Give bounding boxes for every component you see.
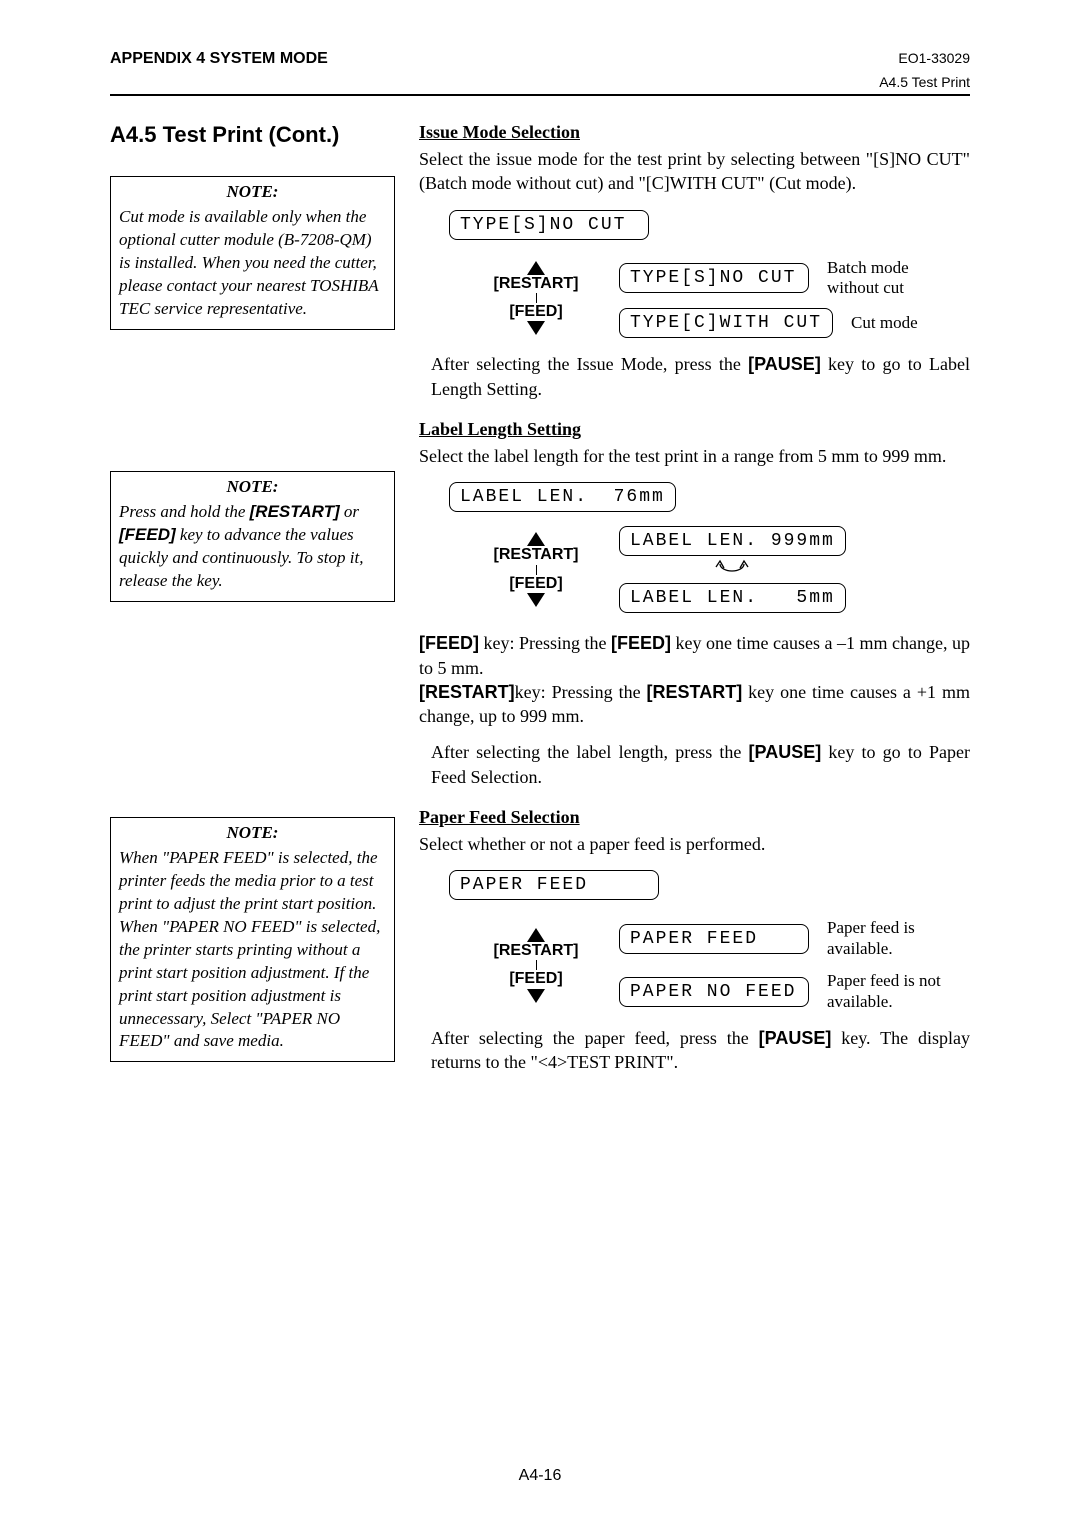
label-after: After selecting the label length, press … <box>431 740 970 789</box>
option-desc: Cut mode <box>851 313 918 333</box>
key-label: [RESTART] <box>419 682 515 702</box>
lcd-display: TYPE[S]NO CUT <box>449 210 649 240</box>
key-label: [FEED] <box>611 633 671 653</box>
lcd-display: PAPER FEED <box>619 924 809 954</box>
text-span: Press and hold the <box>119 502 250 521</box>
lcd-display: LABEL LEN. 999mm <box>619 526 846 556</box>
text-span: After selecting the Issue Mode, press th… <box>431 354 748 374</box>
restart-key-label: [RESTART] <box>493 546 578 564</box>
key-label: [PAUSE] <box>748 354 821 374</box>
triangle-up-icon <box>527 928 545 942</box>
opt-desc-line: without cut <box>827 278 904 297</box>
triangle-up-icon <box>527 261 545 275</box>
page-header: APPENDIX 4 SYSTEM MODE EO1-33029 <box>110 50 970 68</box>
connector-line <box>536 960 537 970</box>
restart-key-desc: [RESTART]key: Pressing the [RESTART] key… <box>419 680 970 729</box>
issue-body: Select the issue mode for the test print… <box>419 147 970 196</box>
text-span: or <box>340 502 359 521</box>
triangle-down-icon <box>527 593 545 607</box>
opt-desc-line: Batch mode <box>827 258 909 277</box>
page-number: A4-16 <box>0 1467 1080 1485</box>
issue-after: After selecting the Issue Mode, press th… <box>431 352 970 401</box>
note-body: When "PAPER FEED" is selected, the print… <box>119 847 386 1053</box>
key-label: [PAUSE] <box>759 1028 832 1048</box>
paper-heading: Paper Feed Selection <box>419 807 970 828</box>
note-box-cut: NOTE: Cut mode is available only when th… <box>110 176 395 330</box>
triangle-up-icon <box>527 532 545 546</box>
lcd-display: LABEL LEN. 76mm <box>449 482 676 512</box>
restart-key-label: [RESTART] <box>493 942 578 960</box>
lcd-display: TYPE[C]WITH CUT <box>619 308 833 338</box>
text-span: key: Pressing the <box>479 633 611 653</box>
option-desc: Paper feed is available. <box>827 918 915 959</box>
row-paper: NOTE: When "PAPER FEED" is selected, the… <box>110 807 970 1074</box>
label-heading: Label Length Setting <box>419 419 970 440</box>
lcd-display: TYPE[S]NO CUT <box>619 263 809 293</box>
key-label: [PAUSE] <box>749 742 822 762</box>
paper-diagram: PAPER FEED [RESTART] [FEED] PAPER FEED P… <box>449 870 970 1012</box>
paper-body: Select whether or not a paper feed is pe… <box>419 832 970 856</box>
triangle-down-icon <box>527 321 545 335</box>
key-label: [RESTART] <box>647 682 743 702</box>
key-label: [FEED] <box>419 633 479 653</box>
feed-key-label: [FEED] <box>509 575 562 593</box>
note-title: NOTE: <box>119 822 386 845</box>
note-body: Press and hold the [RESTART] or [FEED] k… <box>119 501 386 593</box>
text-span: After selecting the paper feed, press th… <box>431 1028 759 1048</box>
text-span: key: Pressing the <box>515 682 647 702</box>
header-divider <box>110 94 970 96</box>
label-diagram: LABEL LEN. 76mm [RESTART] [FEED] LABEL L… <box>449 482 970 613</box>
note-body: Cut mode is available only when the opti… <box>119 206 386 321</box>
feed-key-label: [FEED] <box>509 970 562 988</box>
loop-icon <box>619 558 846 583</box>
lcd-display: PAPER FEED <box>449 870 659 900</box>
key-stack: [RESTART] [FEED] <box>471 928 601 1003</box>
option-desc: Batch mode without cut <box>827 258 909 299</box>
issue-heading: Issue Mode Selection <box>419 122 970 143</box>
label-body: Select the label length for the test pri… <box>419 444 970 468</box>
lcd-display: PAPER NO FEED <box>619 977 809 1007</box>
row-issue: A4.5 Test Print (Cont.) NOTE: Cut mode i… <box>110 122 970 401</box>
row-label: NOTE: Press and hold the [RESTART] or [F… <box>110 419 970 789</box>
paper-after: After selecting the paper feed, press th… <box>431 1026 970 1075</box>
feed-key-label: [FEED] <box>509 303 562 321</box>
note-title: NOTE: <box>119 181 386 204</box>
opt-desc-line: Paper feed is not <box>827 971 941 990</box>
connector-line <box>536 565 537 575</box>
header-right: EO1-33029 <box>898 50 970 66</box>
key-stack: [RESTART] [FEED] <box>471 532 601 607</box>
opt-desc-line: Paper feed is <box>827 918 915 937</box>
note-box-paper: NOTE: When "PAPER FEED" is selected, the… <box>110 817 395 1062</box>
triangle-down-icon <box>527 989 545 1003</box>
lcd-display: LABEL LEN. 5mm <box>619 583 846 613</box>
opt-desc-line: available. <box>827 992 893 1011</box>
note-box-keys: NOTE: Press and hold the [RESTART] or [F… <box>110 471 395 602</box>
opt-desc-line: available. <box>827 939 893 958</box>
restart-key-label: [RESTART] <box>493 275 578 293</box>
issue-diagram: TYPE[S]NO CUT [RESTART] [FEED] TYPE[S]NO… <box>449 210 970 339</box>
note-title: NOTE: <box>119 476 386 499</box>
key-label: [RESTART] <box>250 502 340 521</box>
connector-line <box>536 293 537 303</box>
feed-key-desc: [FEED] key: Pressing the [FEED] key one … <box>419 631 970 680</box>
option-desc: Paper feed is not available. <box>827 971 941 1012</box>
header-sub: A4.5 Test Print <box>110 74 970 90</box>
section-title: A4.5 Test Print (Cont.) <box>110 122 395 148</box>
text-span: After selecting the label length, press … <box>431 742 749 762</box>
key-stack: [RESTART] [FEED] <box>471 261 601 336</box>
key-label: [FEED] <box>119 525 176 544</box>
header-left: APPENDIX 4 SYSTEM MODE <box>110 50 328 68</box>
